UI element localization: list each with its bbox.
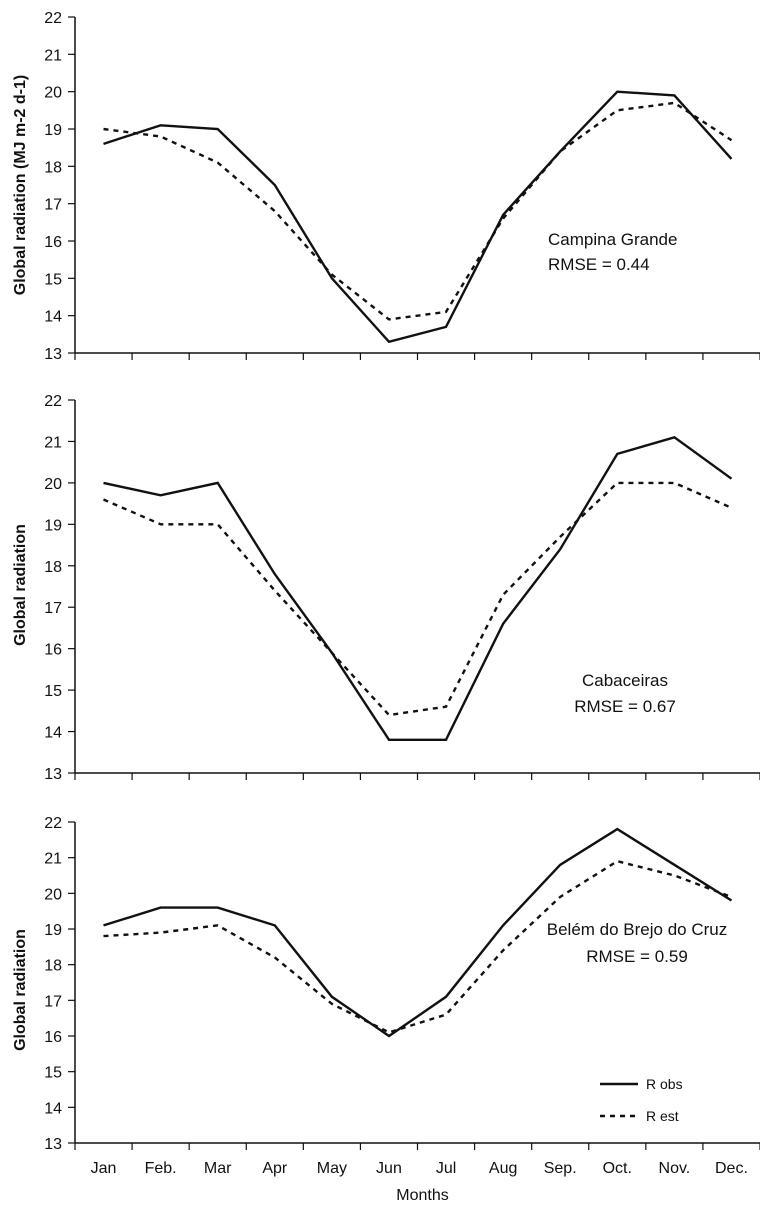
x-tick-label: Jan	[91, 1160, 117, 1177]
y-tick-label: 21	[44, 47, 62, 64]
y-tick-label: 17	[44, 993, 62, 1010]
y-tick-label: 16	[44, 642, 62, 659]
chart-panel-3: 13 14 15 16 17 18 19 20 21 22 Jan Feb. Mar Apr May Jun J…	[12, 815, 760, 1204]
x-tick-label: Mar	[204, 1160, 232, 1177]
y-tick-label: 14	[44, 1100, 62, 1117]
y-tick-label: 13	[44, 766, 62, 783]
y-tick-label: 22	[44, 815, 62, 832]
x-tick-label: Jul	[436, 1160, 456, 1177]
y-tick-label: 15	[44, 271, 62, 288]
y-tick-label: 19	[44, 922, 62, 939]
y-tick-label: 21	[44, 851, 62, 868]
y-tick-label: 19	[44, 517, 62, 534]
y-tick-label: 19	[44, 122, 62, 139]
y-axis-label: Global radiation	[12, 929, 29, 1051]
rmse-label: RMSE = 0.59	[586, 947, 688, 966]
y-tick-label: 13	[44, 1136, 62, 1153]
x-tick-label: Oct.	[603, 1160, 632, 1177]
x-tick-label: May	[317, 1160, 347, 1177]
y-tick-label: 18	[44, 559, 62, 576]
y-tick-label: 14	[44, 725, 62, 742]
series-line-r-obs	[103, 827, 733, 1038]
series-line-r-est	[103, 481, 732, 717]
y-tick-label: 15	[44, 1065, 62, 1082]
legend-entry: R est	[646, 1108, 679, 1124]
y-tick-label: 15	[44, 683, 62, 700]
x-tick-label: Apr	[262, 1160, 288, 1177]
y-axis-label: Global radiation	[12, 524, 29, 646]
x-tick-label: Sep.	[544, 1160, 577, 1177]
y-tick-label: 21	[44, 434, 62, 451]
y-tick-label: 16	[44, 1029, 62, 1046]
series-line-r-obs	[103, 435, 733, 741]
y-tick-label: 22	[44, 10, 62, 27]
x-tick-label: Dec.	[715, 1160, 748, 1177]
series-line-r-obs	[103, 90, 733, 344]
chart-panel-2: 13 14 15 16 17 18 19 20 21 22 Global radiation Caba…	[12, 393, 760, 783]
y-tick-label: 18	[44, 159, 62, 176]
y-tick-label: 16	[44, 234, 62, 251]
y-tick-label: 13	[44, 346, 62, 363]
station-label: Belém do Brejo do Cruz	[547, 920, 727, 939]
x-tick-label: Jun	[376, 1160, 402, 1177]
y-tick-label: 20	[44, 476, 62, 493]
x-axis-label: Months	[396, 1187, 448, 1204]
y-tick-label: 20	[44, 85, 62, 102]
x-tick-label: Aug	[489, 1160, 517, 1177]
x-tick-label: Nov.	[659, 1160, 691, 1177]
y-tick-label: 20	[44, 886, 62, 903]
rmse-label: RMSE = 0.67	[574, 697, 676, 716]
chart-panel-1: 13 14 15 16 17 18 19 20 21 22 Global radiation (MJ…	[12, 10, 760, 363]
y-axis-label: Global radiation (MJ m-2 d-1)	[12, 75, 29, 295]
series-line-r-est	[103, 101, 733, 321]
station-label: Cabaceiras	[582, 671, 668, 690]
rmse-label: RMSE = 0.44	[548, 255, 650, 274]
y-tick-label: 17	[44, 197, 62, 214]
x-tick-label: Feb.	[145, 1160, 177, 1177]
station-label: Campina Grande	[548, 230, 677, 249]
legend: R obs R est	[600, 1076, 683, 1124]
y-tick-label: 17	[44, 600, 62, 617]
legend-entry: R obs	[646, 1076, 683, 1092]
y-tick-label: 22	[44, 393, 62, 410]
y-tick-label: 18	[44, 958, 62, 975]
y-tick-label: 14	[44, 309, 62, 326]
